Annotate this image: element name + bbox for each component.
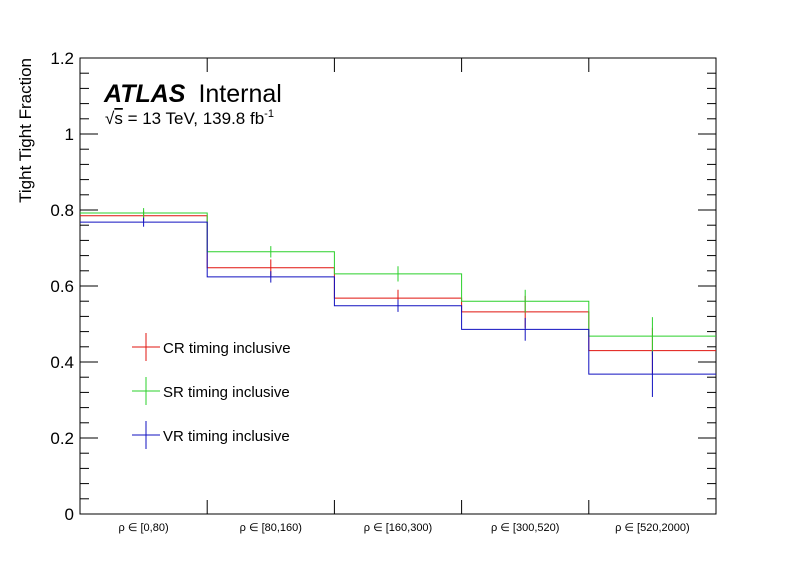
energy-text: = 13 TeV, 139.8 fb	[123, 109, 264, 128]
y-tick-label: 0.8	[50, 201, 74, 220]
y-tick-label: 1.2	[50, 49, 74, 68]
sqrt-s: s	[114, 109, 123, 128]
y-tick-label: 0.6	[50, 277, 74, 296]
series-layer	[80, 208, 716, 397]
legend-label: VR timing inclusive	[163, 428, 290, 445]
y-tick-label: 0.2	[50, 429, 74, 448]
y-tick-label: 1	[65, 125, 74, 144]
atlas-suffix: Internal	[198, 80, 281, 108]
x-category-label: ρ ∈ [80,160)	[240, 522, 302, 534]
x-category-label: ρ ∈ [160,300)	[364, 522, 432, 534]
legend-item: SR timing inclusive	[132, 377, 290, 405]
series-step-line	[80, 215, 716, 352]
y-tick-label: 0	[65, 505, 74, 524]
series-3	[80, 217, 716, 397]
legend: CR timing inclusive SR timing inclusive VR…	[132, 333, 291, 449]
atlas-bold: ATLAS	[103, 80, 186, 108]
series-2	[80, 208, 716, 356]
legend-label: CR timing inclusive	[163, 340, 291, 357]
x-category-label: ρ ∈ [0,80)	[119, 522, 169, 534]
x-category-label: ρ ∈ [520,2000)	[615, 522, 690, 534]
energy-sup: -1	[264, 108, 274, 120]
legend-item: CR timing inclusive	[132, 333, 291, 361]
y-axis-ticks: 0 0.2 0.4 0.6 0.8 1 1.2	[50, 49, 716, 524]
atlas-label: ATLAS Internal	[103, 80, 282, 108]
energy-label: √s = 13 TeV, 139.8 fb-1	[105, 108, 274, 128]
x-category-label: ρ ∈ [300,520)	[491, 522, 559, 534]
legend-item: VR timing inclusive	[132, 421, 290, 449]
legend-label: SR timing inclusive	[163, 384, 290, 401]
x-axis-ticks: ρ ∈ [0,80) ρ ∈ [80,160) ρ ∈ [160,300) ρ ∈ […	[119, 58, 690, 534]
y-tick-label: 0.4	[50, 353, 74, 372]
y-axis-label: Tight Tight Fraction	[16, 58, 35, 203]
sqrt-symbol: √	[105, 109, 115, 128]
